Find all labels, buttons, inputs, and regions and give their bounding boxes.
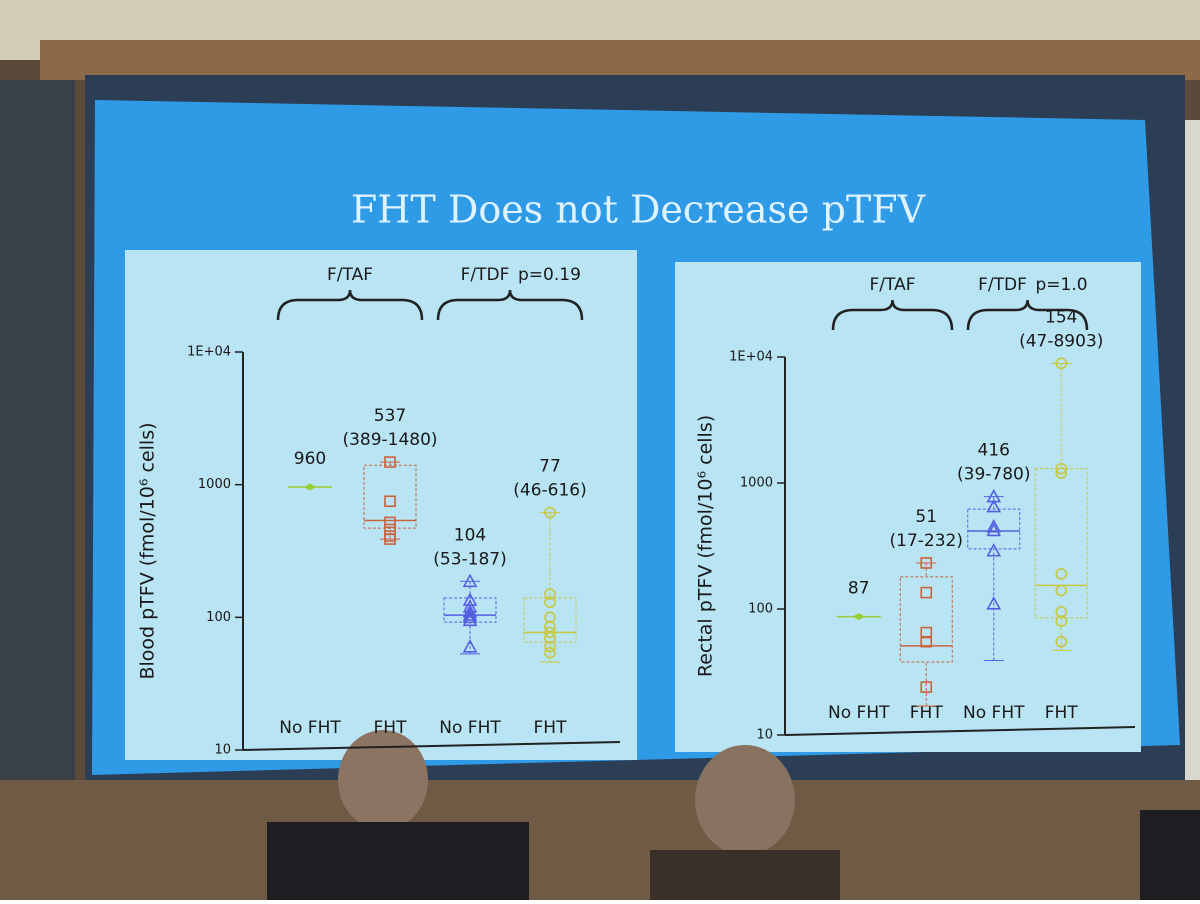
- point: [544, 626, 556, 639]
- group-bracket: [436, 289, 584, 321]
- point: [544, 506, 556, 519]
- group-label: F/TDF: [461, 265, 510, 285]
- person-head: [695, 745, 795, 855]
- point: [986, 596, 1002, 610]
- point: [1055, 635, 1068, 648]
- frame-top: [40, 40, 1200, 80]
- point: [462, 639, 478, 653]
- slide-title: FHT Does not Decrease pTFV: [351, 188, 926, 232]
- point: [1055, 357, 1068, 370]
- person-head: [338, 730, 428, 830]
- median-label: 960: [294, 449, 326, 469]
- point: [986, 543, 1002, 557]
- point: [384, 516, 396, 529]
- y-tick-label: 10: [214, 743, 231, 758]
- x-tick-label: FHT: [1045, 703, 1079, 723]
- person-body: [650, 850, 840, 900]
- median-label: 537: [374, 406, 406, 426]
- point: [920, 626, 933, 639]
- point: [544, 620, 556, 633]
- y-tick-label: 10: [756, 728, 773, 743]
- x-axis: [784, 726, 1136, 736]
- point: [1055, 584, 1068, 597]
- median-label: 154: [1045, 307, 1077, 327]
- median-label: 51: [915, 507, 937, 527]
- range-label: (47-8903): [1019, 331, 1103, 351]
- point: [1055, 467, 1068, 479]
- point: [384, 495, 396, 508]
- point: [986, 519, 1002, 533]
- point: [920, 557, 933, 569]
- point: [920, 586, 933, 599]
- point: [544, 647, 556, 659]
- point: [544, 632, 556, 644]
- y-tick-label: 1000: [198, 477, 231, 492]
- p-value-label: p=0.19: [518, 265, 581, 285]
- range-label: (53-187): [433, 549, 506, 569]
- group-bracket: [276, 289, 424, 321]
- point: [462, 609, 478, 624]
- y-axis-label: Rectal pTFV (fmol/10⁶ cells): [695, 415, 717, 677]
- left-panel: [125, 250, 637, 760]
- point: [1055, 615, 1068, 628]
- y-tick-label: 1000: [740, 476, 773, 491]
- point: [920, 635, 933, 648]
- point: [1055, 462, 1068, 475]
- box: [899, 576, 953, 663]
- y-tick-label: 1E+04: [729, 350, 773, 365]
- x-tick-label: No FHT: [828, 703, 890, 723]
- y-tick-label: 100: [748, 602, 773, 617]
- x-axis: [242, 741, 621, 751]
- point: [986, 522, 1002, 537]
- range-label: (39-780): [957, 465, 1030, 485]
- median-label: 87: [848, 579, 870, 599]
- group-label: F/TDF: [978, 275, 1027, 295]
- median-label: 104: [454, 525, 486, 545]
- group-bracket: [966, 299, 1089, 331]
- wall-bottom: [0, 780, 1200, 900]
- x-tick-label: FHT: [534, 718, 568, 738]
- p-value-label: p=1.0: [1036, 275, 1088, 295]
- point: [462, 612, 478, 627]
- point: [384, 533, 396, 545]
- y-axis-label: Blood pTFV (fmol/10⁶ cells): [137, 422, 159, 679]
- group-bracket: [831, 299, 954, 331]
- x-tick-label: No FHT: [963, 703, 1025, 723]
- point: [544, 596, 556, 609]
- group-label: F/TAF: [327, 265, 373, 285]
- x-tick-label: No FHT: [279, 718, 341, 738]
- range-label: (389-1480): [342, 430, 437, 450]
- x-tick-label: FHT: [374, 718, 408, 738]
- range-label: (17-232): [890, 531, 963, 551]
- median-label: 416: [978, 441, 1010, 461]
- point: [1055, 568, 1068, 580]
- laptop: [267, 822, 529, 900]
- point: [852, 613, 865, 621]
- range-label: (46-616): [513, 481, 586, 501]
- point: [544, 640, 556, 653]
- y-tick-label: 1E+04: [187, 345, 231, 360]
- left-banner: [0, 80, 75, 780]
- point: [384, 456, 396, 468]
- x-tick-label: FHT: [910, 703, 944, 723]
- laptop: [1140, 810, 1200, 900]
- point: [920, 681, 933, 693]
- point: [462, 604, 478, 618]
- point: [462, 573, 478, 588]
- group-label: F/TAF: [870, 275, 916, 295]
- right-panel: [675, 262, 1141, 752]
- median-label: 77: [539, 457, 561, 477]
- x-tick-label: No FHT: [439, 718, 501, 738]
- y-tick-label: 100: [206, 610, 231, 625]
- point: [986, 498, 1002, 513]
- point: [462, 607, 478, 621]
- point: [544, 588, 556, 600]
- point: [304, 483, 316, 491]
